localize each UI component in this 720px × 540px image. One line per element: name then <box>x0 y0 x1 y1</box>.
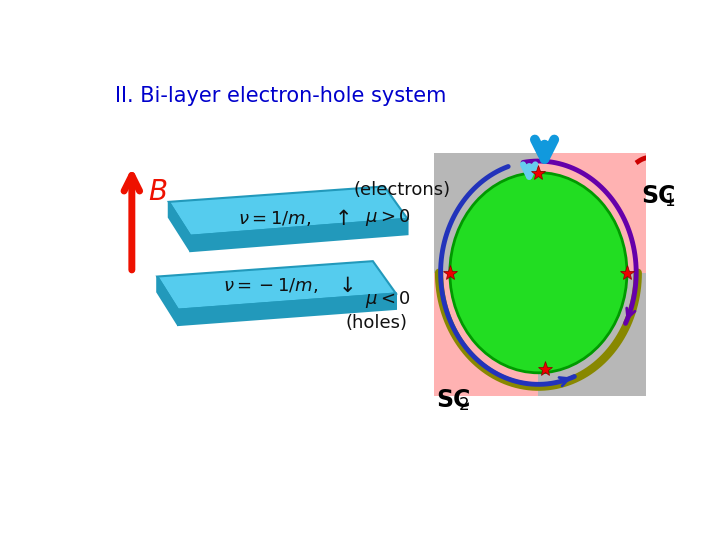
Polygon shape <box>168 186 408 236</box>
Bar <box>434 153 539 273</box>
Bar <box>434 273 539 396</box>
Text: SC: SC <box>641 184 675 208</box>
Text: 1: 1 <box>664 192 675 210</box>
Text: (electrons): (electrons) <box>354 180 451 199</box>
Text: II. Bi-layer electron-hole system: II. Bi-layer electron-hole system <box>115 86 446 106</box>
Text: 2: 2 <box>459 396 469 414</box>
Bar <box>539 153 665 273</box>
Text: SC: SC <box>436 388 470 412</box>
Text: $\nu=-1/m,$: $\nu=-1/m,$ <box>222 276 318 295</box>
Text: $\mu<0$: $\mu<0$ <box>365 289 411 310</box>
Text: $B$: $B$ <box>148 179 167 206</box>
Ellipse shape <box>450 173 627 373</box>
Text: $\uparrow$: $\uparrow$ <box>330 209 350 229</box>
Bar <box>539 273 665 396</box>
Polygon shape <box>178 294 396 325</box>
Polygon shape <box>168 202 190 251</box>
Text: $\nu=1/m,$: $\nu=1/m,$ <box>238 210 311 228</box>
Polygon shape <box>157 276 178 325</box>
Text: $\downarrow$: $\downarrow$ <box>334 276 354 296</box>
Text: (holes): (holes) <box>346 314 408 332</box>
Polygon shape <box>190 219 408 251</box>
Text: $\mu>0$: $\mu>0$ <box>365 207 411 228</box>
Polygon shape <box>157 261 396 309</box>
